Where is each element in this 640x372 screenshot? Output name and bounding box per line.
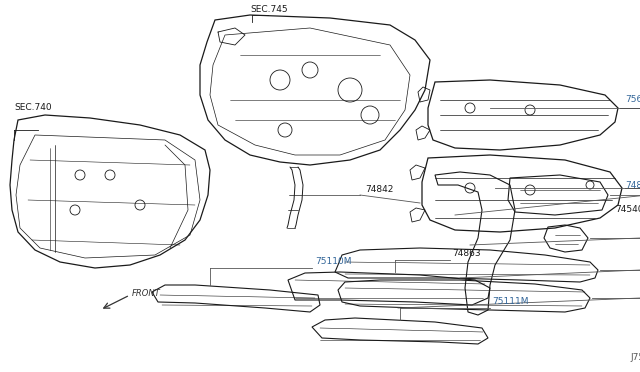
Text: 75614P: 75614P	[625, 96, 640, 105]
Text: SEC.745: SEC.745	[250, 6, 287, 15]
Text: 74880: 74880	[625, 180, 640, 189]
Text: 74540R: 74540R	[615, 205, 640, 215]
Text: J75000TL: J75000TL	[630, 353, 640, 362]
Text: SEC.740: SEC.740	[14, 103, 52, 112]
Text: 75111M: 75111M	[492, 298, 529, 307]
Text: FRONT: FRONT	[132, 289, 161, 298]
Text: 75110M: 75110M	[315, 257, 351, 266]
Text: 74842: 74842	[365, 186, 394, 195]
Text: 74863: 74863	[452, 248, 481, 257]
